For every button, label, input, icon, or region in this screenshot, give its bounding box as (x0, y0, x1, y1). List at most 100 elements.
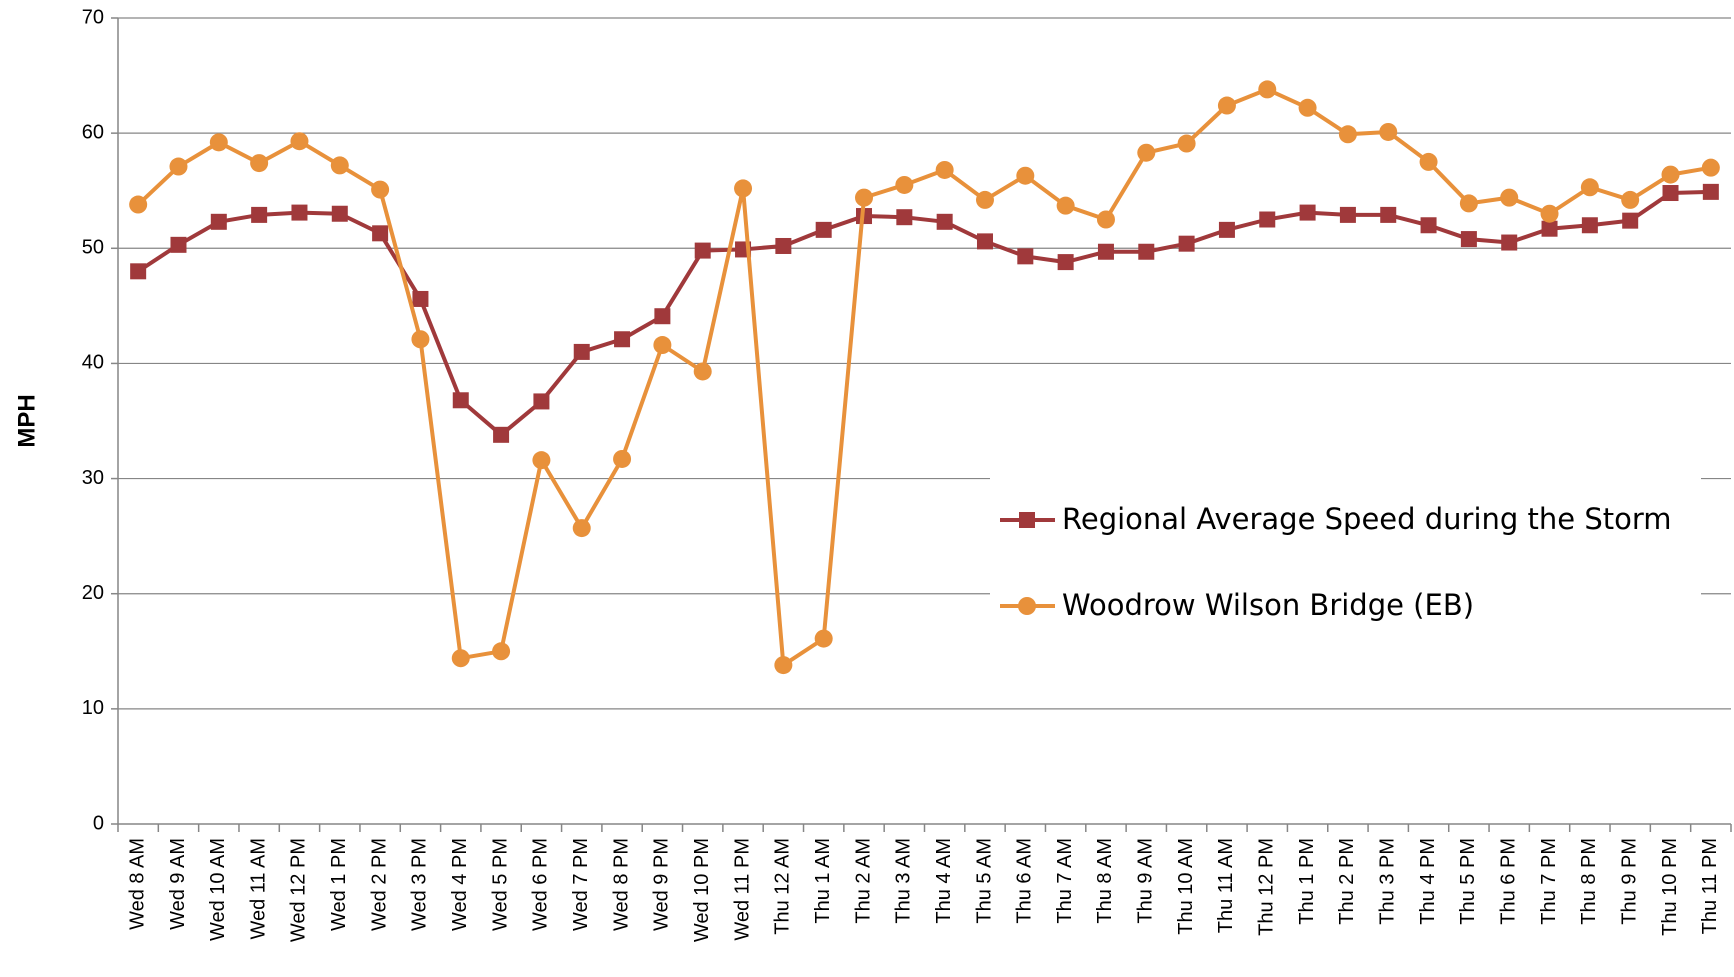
x-tick-label: Thu 1 AM (812, 838, 834, 924)
marker (1339, 206, 1356, 223)
marker (815, 221, 832, 238)
legend-background (990, 475, 1701, 645)
marker (694, 242, 711, 259)
series-line (136, 87, 1712, 668)
marker (210, 213, 227, 230)
marker (613, 449, 632, 468)
marker (1178, 235, 1195, 252)
legend-label: Woodrow Wilson Bridge (EB) (1062, 588, 1474, 622)
x-tick-label: Thu 11 PM (1699, 838, 1721, 934)
marker (1702, 183, 1719, 200)
x-tick-label: Wed 10 AM (207, 838, 229, 941)
marker (1258, 80, 1277, 99)
x-tick-label: Thu 3 AM (893, 838, 915, 924)
x-tick-label: Wed 8 PM (610, 838, 632, 931)
marker (1338, 125, 1357, 144)
x-tick-label: Thu 5 AM (973, 838, 995, 924)
x-tick-label: Wed 6 PM (530, 838, 552, 931)
marker (895, 175, 914, 194)
x-tick-label: Wed 4 PM (449, 838, 471, 931)
x-tick-label: Thu 1 PM (1296, 838, 1318, 925)
x-tick-label: Thu 8 AM (1094, 838, 1116, 924)
x-tick-label: Wed 2 PM (368, 838, 390, 931)
x-tick-label: Thu 11 AM (1215, 838, 1237, 933)
x-tick-label: Thu 10 AM (1175, 838, 1197, 935)
y-tick-label: 0 (93, 812, 104, 834)
marker (855, 188, 874, 207)
marker (975, 190, 994, 209)
y-tick-label: 60 (82, 121, 104, 143)
marker (1177, 134, 1196, 153)
marker (1137, 143, 1156, 162)
marker (935, 160, 954, 179)
x-tick-label: Wed 3 PM (409, 838, 431, 931)
marker (774, 656, 793, 675)
marker (654, 308, 671, 325)
marker (1017, 248, 1034, 265)
marker (775, 237, 792, 254)
marker (976, 233, 993, 250)
marker (372, 225, 389, 242)
marker (492, 642, 511, 661)
marker (1622, 212, 1639, 229)
marker (573, 343, 590, 360)
marker (1661, 165, 1680, 184)
x-tick-label: Thu 3 PM (1377, 838, 1399, 925)
marker (1459, 194, 1478, 213)
x-tick-label: Wed 9 AM (167, 838, 189, 930)
marker (330, 156, 349, 175)
marker (1701, 158, 1720, 177)
marker (936, 213, 953, 230)
marker (1420, 217, 1437, 234)
marker (411, 330, 430, 349)
marker (1419, 152, 1438, 171)
x-tick-label: Thu 2 PM (1336, 838, 1358, 925)
marker (1580, 178, 1599, 197)
marker (1621, 190, 1640, 209)
y-tick-label: 40 (82, 352, 104, 374)
x-tick-label: Thu 5 PM (1457, 838, 1479, 925)
marker (251, 206, 268, 223)
marker (1217, 96, 1236, 115)
x-tick-label: Thu 7 PM (1538, 838, 1560, 925)
marker (452, 392, 469, 409)
marker (532, 451, 551, 470)
y-tick-label: 30 (82, 467, 104, 489)
marker (814, 629, 833, 648)
marker (896, 209, 913, 226)
marker (129, 195, 148, 214)
marker (209, 133, 228, 152)
y-axis-label: MPH (13, 394, 40, 447)
series (130, 183, 1719, 443)
marker (1097, 243, 1114, 260)
marker (291, 204, 308, 221)
y-tick-label: 70 (82, 6, 104, 28)
x-tick-label: Thu 7 AM (1054, 838, 1076, 924)
marker (572, 519, 591, 538)
marker (1016, 166, 1035, 185)
x-tick-label: Thu 9 AM (1135, 838, 1157, 924)
legend-label: Regional Average Speed during the Storm (1062, 502, 1672, 536)
marker (1662, 185, 1679, 202)
marker (1541, 220, 1558, 237)
legend-marker (1018, 597, 1036, 615)
marker (130, 263, 147, 280)
x-tick-label: Wed 9 PM (651, 838, 673, 931)
y-tick-label: 10 (82, 697, 104, 719)
marker (614, 331, 631, 348)
legend-marker (1019, 512, 1035, 528)
marker (1218, 221, 1235, 238)
x-tick-label: Wed 11 AM (247, 838, 269, 940)
marker (693, 362, 712, 381)
marker (1138, 243, 1155, 260)
marker (1581, 217, 1598, 234)
series (129, 80, 1720, 675)
marker (1540, 204, 1559, 223)
x-tick-label: Thu 2 AM (852, 838, 874, 924)
marker (331, 205, 348, 222)
x-tick-label: Wed 7 PM (570, 838, 592, 931)
marker (1379, 122, 1398, 141)
marker (1259, 211, 1276, 228)
marker (1096, 210, 1115, 229)
